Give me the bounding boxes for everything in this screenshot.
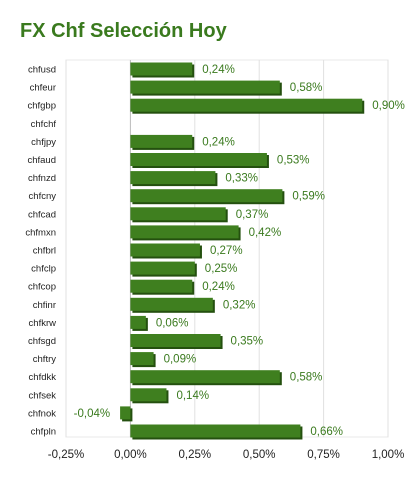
bar bbox=[130, 153, 267, 166]
x-tick-label: 0,75% bbox=[307, 449, 340, 461]
bar bbox=[130, 225, 239, 239]
bar bbox=[130, 424, 301, 438]
value-label: 0,14% bbox=[176, 390, 209, 402]
bar bbox=[130, 297, 213, 311]
value-label: 0,33% bbox=[225, 173, 258, 185]
category-label: chfnok bbox=[28, 408, 56, 419]
value-label: 0,24% bbox=[202, 64, 235, 76]
category-label: chfcop bbox=[28, 282, 56, 293]
category-label: chfmxn bbox=[25, 227, 56, 238]
value-label: 0,58% bbox=[290, 372, 323, 384]
bar bbox=[130, 352, 154, 366]
value-label: 0,32% bbox=[223, 299, 256, 311]
bar bbox=[130, 207, 226, 221]
category-label: chfusd bbox=[28, 65, 56, 76]
category-label: chfjpy bbox=[31, 137, 56, 148]
bar bbox=[130, 370, 280, 384]
value-label: 0,42% bbox=[249, 227, 282, 239]
category-label: chftry bbox=[33, 354, 56, 365]
category-label: chfkrw bbox=[29, 318, 57, 329]
x-tick-label: 0,00% bbox=[114, 449, 147, 461]
chart-title: FX Chf Selección Hoy bbox=[20, 20, 227, 42]
bar bbox=[130, 388, 167, 402]
bar bbox=[130, 171, 216, 185]
bar bbox=[120, 406, 131, 420]
category-label: chfclp bbox=[31, 264, 56, 275]
value-label: 0,58% bbox=[290, 82, 323, 94]
category-label: chfsgd bbox=[28, 336, 56, 347]
value-label: 0,59% bbox=[292, 191, 325, 203]
x-tick-label: 0,25% bbox=[178, 449, 211, 461]
value-label: 0,25% bbox=[205, 263, 238, 275]
bar bbox=[130, 261, 195, 275]
value-label: 0,37% bbox=[236, 209, 269, 221]
category-label: chfdkk bbox=[29, 372, 57, 383]
value-label: 0,06% bbox=[156, 317, 189, 329]
bar bbox=[130, 334, 221, 347]
value-label: 0,35% bbox=[231, 336, 264, 348]
bar bbox=[130, 315, 146, 329]
value-label: 0,66% bbox=[310, 426, 343, 438]
value-label: 0,09% bbox=[164, 354, 197, 366]
value-label: 0,24% bbox=[202, 281, 235, 293]
category-label: chfinr bbox=[33, 300, 56, 311]
category-label: chfeur bbox=[30, 83, 56, 94]
bar bbox=[130, 98, 363, 112]
category-label: chfaud bbox=[27, 155, 56, 166]
bar bbox=[130, 62, 193, 76]
category-label: chfcad bbox=[28, 209, 56, 220]
bar bbox=[130, 189, 283, 203]
value-label: 0,90% bbox=[372, 100, 405, 112]
x-tick-label: 1,00% bbox=[372, 449, 405, 461]
x-tick-label: 0,50% bbox=[243, 449, 276, 461]
category-label: chfbrl bbox=[33, 246, 56, 257]
category-label: chfpln bbox=[31, 427, 56, 438]
value-label: 0,27% bbox=[210, 245, 243, 257]
x-tick-label: -0,25% bbox=[48, 449, 84, 461]
category-label: chfchf bbox=[31, 119, 57, 130]
category-label: chfcny bbox=[29, 191, 57, 202]
category-label: chfnzd bbox=[28, 173, 56, 184]
bar bbox=[130, 243, 200, 257]
value-label: 0,24% bbox=[202, 136, 235, 148]
value-label: 0,53% bbox=[277, 155, 310, 167]
bar bbox=[130, 134, 193, 148]
category-label: chfgbp bbox=[27, 101, 56, 112]
bar bbox=[130, 279, 193, 293]
category-label: chfsek bbox=[29, 390, 57, 401]
value-label: -0,04% bbox=[74, 408, 110, 420]
bar bbox=[130, 80, 280, 94]
